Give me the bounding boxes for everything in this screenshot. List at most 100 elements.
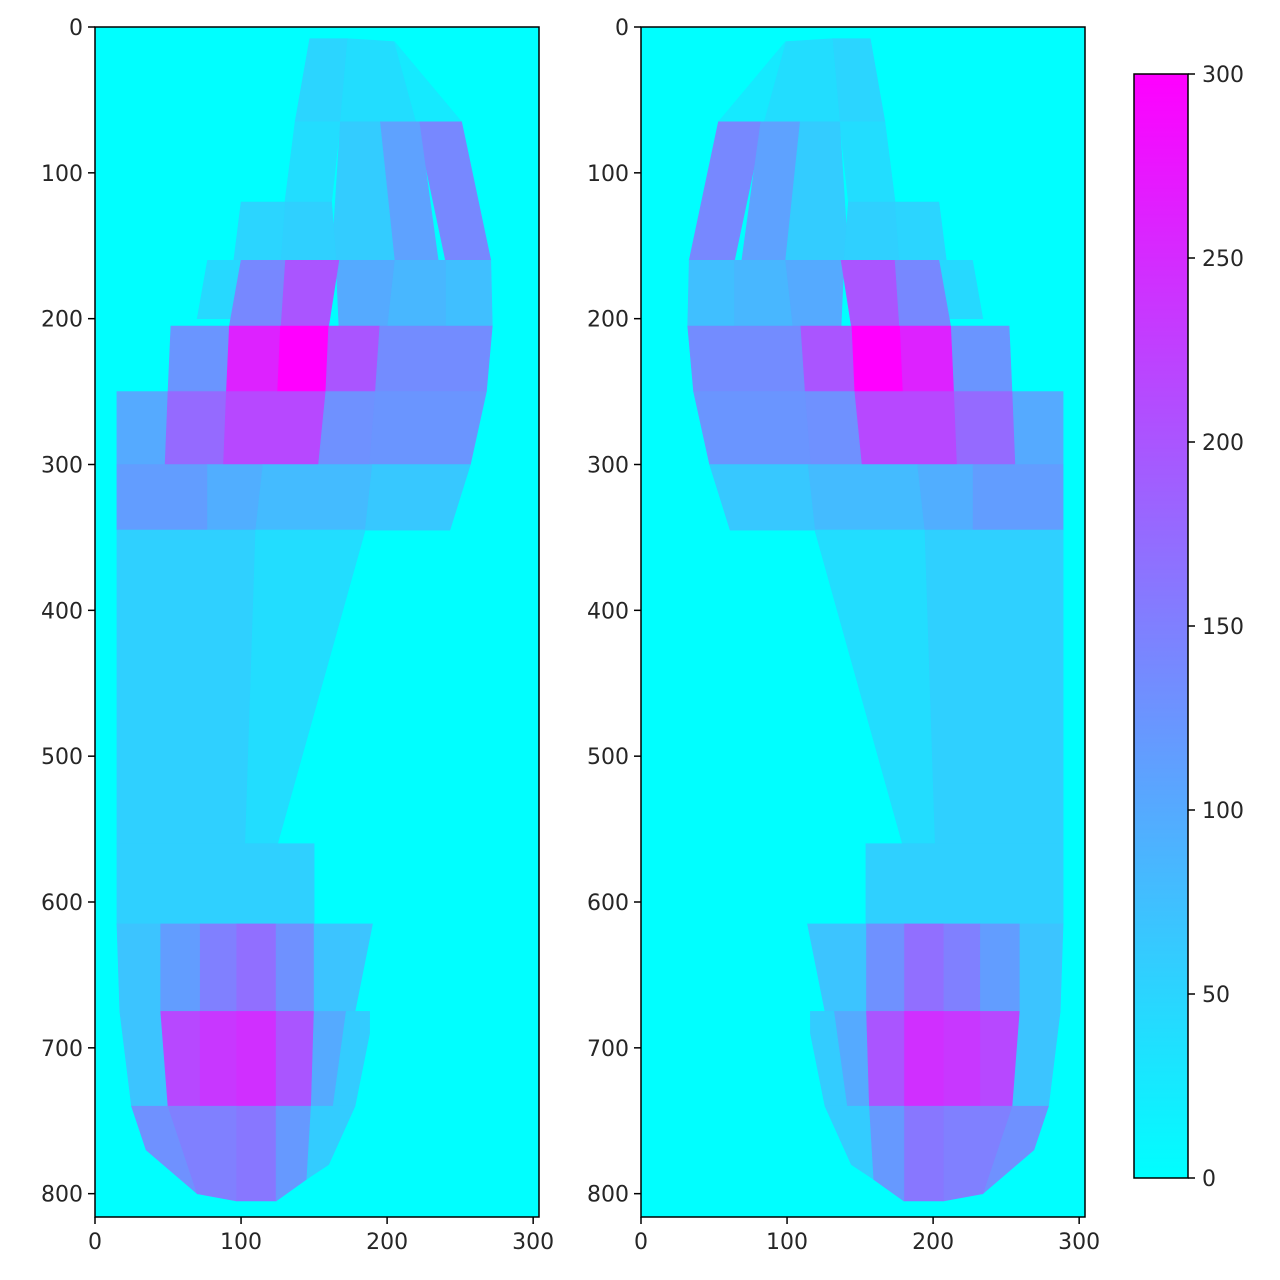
left-foot-heatmap: 0 100 200 300 0 100 200 300 400 500 600 700 800 <box>41 16 554 1255</box>
heatmap-cell <box>979 923 1020 1012</box>
heatmap-cell <box>160 923 201 1012</box>
heatmap-cell <box>942 923 981 1012</box>
heatmap-cell <box>785 259 845 327</box>
heatmap-cell <box>804 391 862 465</box>
x-tick-label: 100 <box>766 1230 808 1255</box>
right-foot-heatmap: 0 100 200 300 0 100 200 300 400 500 600 700 800 <box>587 16 1100 1255</box>
heatmap-cell <box>942 1011 981 1107</box>
heatmap-cell <box>979 1011 1020 1107</box>
heatmap-cell <box>160 1011 201 1107</box>
heatmap-cell <box>865 1011 905 1107</box>
heatmap-cell <box>369 391 487 465</box>
heatmap-cell <box>865 923 905 1012</box>
heatmap-cell <box>375 325 493 392</box>
y-tick-label: 600 <box>41 891 83 916</box>
heatmap-cell <box>953 391 1016 465</box>
x-tick-label: 300 <box>512 1230 554 1255</box>
heatmap-cell <box>116 923 161 1012</box>
colorbar-tick-label: 50 <box>1202 983 1230 1008</box>
x-tick-label: 200 <box>366 1230 408 1255</box>
y-tick-label: 800 <box>587 1183 629 1208</box>
heatmap-cell <box>207 464 264 531</box>
heatmap-cell <box>223 391 327 465</box>
heatmap-cell <box>199 1011 237 1107</box>
y-tick-label: 100 <box>41 162 83 187</box>
heatmap-cell <box>972 464 1064 531</box>
colorbar-gradient <box>1134 74 1188 1178</box>
heatmap-cell <box>116 529 257 845</box>
heatmap-cell <box>236 923 277 1012</box>
heatmap-cell <box>335 259 395 327</box>
y-tick-label: 200 <box>587 308 629 333</box>
x-tick-label: 200 <box>912 1230 954 1255</box>
heatmap-cell <box>850 325 903 392</box>
axes-frame <box>640 26 1086 1218</box>
heatmap-cell <box>807 464 925 531</box>
heatmap-cell <box>236 1105 277 1202</box>
heatmap-cell <box>687 325 805 392</box>
heatmap-cell <box>233 201 286 261</box>
heatmap-cell <box>116 464 208 531</box>
heatmap-cell <box>840 259 900 327</box>
heatmap-cell <box>275 923 315 1012</box>
heatmap-cell <box>903 923 944 1012</box>
heatmap-cell <box>236 1011 277 1107</box>
colorbar: 0 50 100 150 200 250 300 <box>1133 63 1244 1192</box>
heatmap-cell <box>734 259 794 327</box>
heatmap-cell <box>275 1011 315 1107</box>
heatmap-cell <box>843 201 900 261</box>
heatmap-cell <box>116 391 169 465</box>
y-tick-label: 200 <box>41 308 83 333</box>
heatmap-cell <box>894 201 947 261</box>
x-tick-label: 0 <box>634 1230 648 1255</box>
y-tick-label: 500 <box>587 745 629 770</box>
heatmap-cell <box>687 259 735 327</box>
heatmap-cell <box>226 325 281 392</box>
heatmap-cell <box>255 464 373 531</box>
heatmap-cell <box>824 1105 874 1180</box>
y-tick-label: 500 <box>41 745 83 770</box>
heatmap-cell <box>277 325 330 392</box>
heatmap-cell <box>853 391 957 465</box>
heatmap-cell <box>903 1105 944 1202</box>
heatmap-cell <box>799 325 855 392</box>
heatmap-cell <box>950 325 1013 392</box>
x-tick-label: 300 <box>1058 1230 1100 1255</box>
x-tick-label: 0 <box>88 1230 102 1255</box>
y-tick-label: 300 <box>41 454 83 479</box>
y-tick-label: 700 <box>41 1037 83 1062</box>
heatmap-cell <box>280 201 337 261</box>
heatmap-cell <box>709 464 816 531</box>
y-tick-label: 300 <box>587 454 629 479</box>
colorbar-tick-label: 250 <box>1202 247 1244 272</box>
heatmap-cell <box>325 325 381 392</box>
y-tick-label: 700 <box>587 1037 629 1062</box>
heatmap-cell <box>810 1011 848 1107</box>
y-tick-label: 400 <box>587 599 629 624</box>
heatmap-cell <box>899 325 954 392</box>
heatmap-cell <box>916 464 973 531</box>
heatmap-cell <box>164 391 227 465</box>
x-tick-label: 100 <box>220 1230 262 1255</box>
heatmap-cell <box>280 259 340 327</box>
heatmap-cell <box>386 259 446 327</box>
colorbar-tick-label: 300 <box>1202 63 1244 88</box>
heatmap-cell <box>332 1011 370 1107</box>
colorbar-tick-label: 0 <box>1202 1167 1216 1192</box>
y-tick-label: 100 <box>587 162 629 187</box>
heatmap-cell <box>1018 923 1064 1012</box>
heatmap-cell <box>903 1011 944 1107</box>
heatmap-cell <box>923 529 1064 845</box>
colorbar-tick-label: 100 <box>1202 799 1244 824</box>
heatmap-cell <box>445 259 493 327</box>
heatmap-cell <box>865 843 1064 925</box>
y-tick-label: 400 <box>41 599 83 624</box>
heatmap-cell <box>167 325 230 392</box>
y-tick-label: 0 <box>69 16 83 41</box>
y-tick-label: 0 <box>615 16 629 41</box>
heatmap-cell <box>318 391 376 465</box>
colorbar-tick-label: 200 <box>1202 431 1244 456</box>
axes-frame <box>94 26 540 1218</box>
heatmap-cell <box>364 464 471 531</box>
